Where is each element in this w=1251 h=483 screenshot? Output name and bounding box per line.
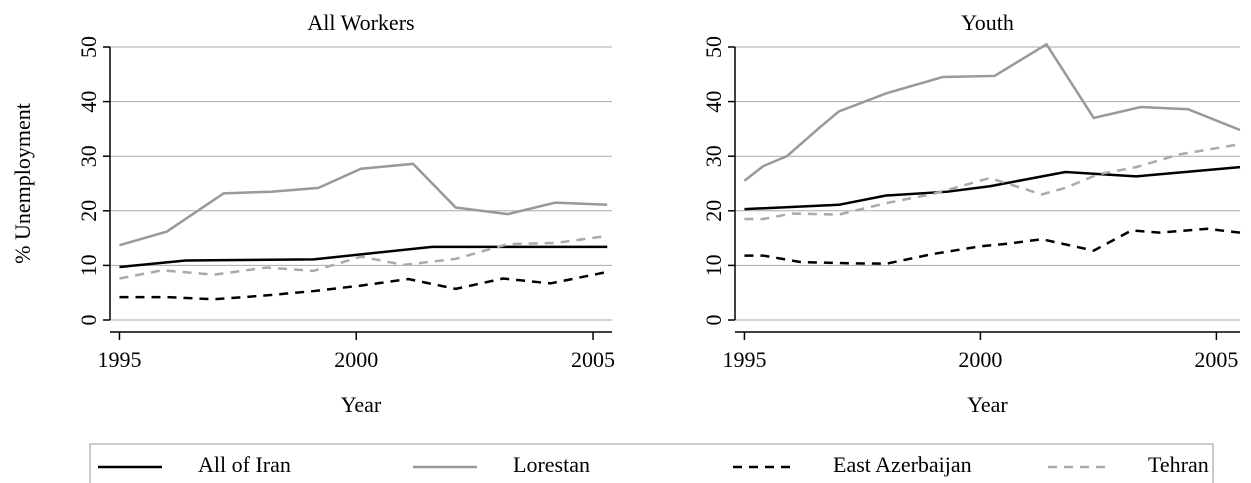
x-tick-label: 2005 (571, 347, 615, 372)
y-tick-label: 10 (701, 254, 726, 276)
y-tick-label: 20 (701, 200, 726, 222)
line-series (119, 245, 608, 269)
line-series (744, 227, 1241, 266)
x-tick-label: 1995 (722, 347, 766, 372)
legend-label: Tehran (1148, 452, 1209, 477)
y-tick-label: 20 (76, 200, 101, 222)
line-series (744, 142, 1241, 221)
y-tick-label: 50 (701, 36, 726, 58)
x-axis-title: Year (967, 392, 1008, 417)
y-tick-label: 50 (76, 36, 101, 58)
y-tick-label: 30 (701, 145, 726, 167)
line-series (743, 42, 1241, 182)
y-tick-label: 0 (701, 315, 726, 326)
y-axis-title: % Unemployment (10, 103, 35, 264)
legend-box (89, 443, 1214, 483)
y-tick-label: 40 (76, 91, 101, 113)
line-series (119, 234, 608, 280)
chart-title: Youth (961, 10, 1014, 35)
legend-label: Lorestan (513, 452, 590, 477)
legend-label: All of Iran (198, 452, 291, 477)
line-series (119, 270, 608, 301)
line-series (744, 165, 1241, 211)
chart-title: All Workers (307, 10, 414, 35)
x-tick-label: 2000 (334, 347, 378, 372)
x-tick-label: 2000 (958, 347, 1002, 372)
y-tick-label: 40 (701, 91, 726, 113)
y-tick-label: 0 (76, 315, 101, 326)
x-axis-title: Year (341, 392, 382, 417)
y-tick-label: 30 (76, 145, 101, 167)
x-tick-label: 1995 (97, 347, 141, 372)
legend-label: East Azerbaijan (833, 452, 972, 477)
line-series (119, 162, 608, 247)
y-tick-label: 10 (76, 254, 101, 276)
x-tick-label: 2005 (1194, 347, 1238, 372)
